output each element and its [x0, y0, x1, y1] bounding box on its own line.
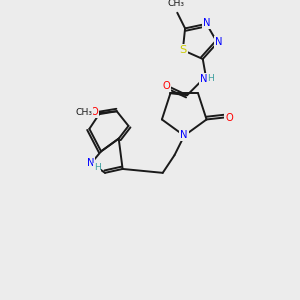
Text: CH₃: CH₃	[168, 0, 185, 8]
Text: O: O	[163, 81, 170, 92]
Text: N: N	[87, 158, 94, 168]
Text: S: S	[179, 45, 186, 55]
Text: N: N	[214, 37, 222, 47]
Text: O: O	[225, 112, 233, 122]
Text: CH₃: CH₃	[76, 108, 93, 117]
Text: O: O	[90, 107, 98, 117]
Text: H: H	[207, 74, 214, 83]
Text: H: H	[94, 164, 100, 172]
Text: N: N	[200, 74, 208, 84]
Text: N: N	[203, 18, 210, 28]
Text: N: N	[181, 130, 188, 140]
